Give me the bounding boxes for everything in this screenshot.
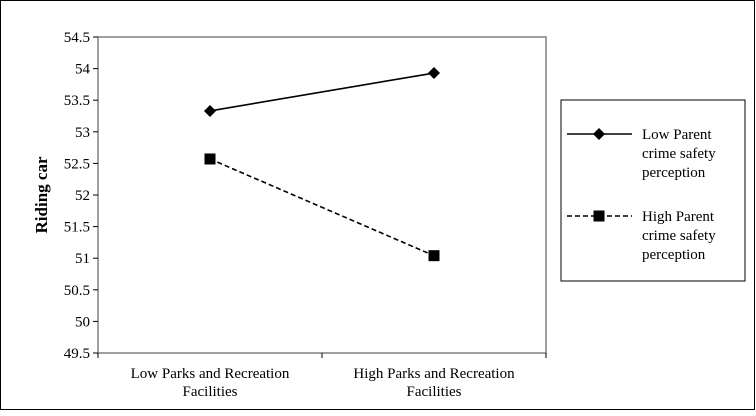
legend-box (560, 99, 746, 282)
legend-label: perception (642, 247, 706, 263)
legend-label: Low Parent (642, 127, 712, 143)
series-line (209, 72, 435, 112)
data-point (204, 153, 216, 165)
series (204, 153, 440, 262)
x-tick-label: Facilities (407, 384, 462, 400)
x-tick-label: Facilities (183, 384, 238, 400)
legend-label: crime safety (642, 228, 716, 244)
data-point (204, 104, 216, 117)
y-tick-label: 54 (75, 62, 91, 78)
data-point (428, 250, 440, 262)
y-tick-label: 49.5 (64, 346, 90, 362)
y-axis-label: Riding car (32, 156, 51, 233)
x-axis: Low Parks and Recreation Facilities High P… (97, 353, 547, 400)
data-point (593, 128, 605, 140)
data-point (593, 210, 605, 222)
legend-label: High Parent (642, 209, 715, 225)
y-tick-label: 50.5 (64, 283, 90, 299)
y-axis: 54.5 54 53.5 53 52.5 52 51.5 51 50.5 50 49.5 (64, 30, 98, 362)
y-tick-label: 50 (75, 314, 90, 330)
series (204, 67, 440, 117)
y-tick-label: 52 (75, 188, 90, 204)
legend-entry: High Parent crime safety perception (567, 209, 716, 263)
y-tick-label: 51.5 (64, 220, 90, 236)
series-line (209, 158, 435, 257)
y-tick-label: 52.5 (64, 156, 90, 172)
legend-entry: Low Parent crime safety perception (567, 127, 716, 181)
legend-label: perception (642, 165, 706, 181)
y-tick-label: 54.5 (64, 30, 90, 46)
data-point (428, 67, 440, 80)
y-tick-label: 53 (75, 125, 90, 141)
legend-label: crime safety (642, 146, 716, 162)
y-tick-label: 51 (75, 251, 90, 267)
x-tick-label: Low Parks and Recreation (131, 366, 290, 382)
series-layer (204, 67, 440, 262)
x-tick-label: High Parks and Recreation (353, 366, 515, 382)
y-tick-label: 53.5 (64, 93, 90, 109)
